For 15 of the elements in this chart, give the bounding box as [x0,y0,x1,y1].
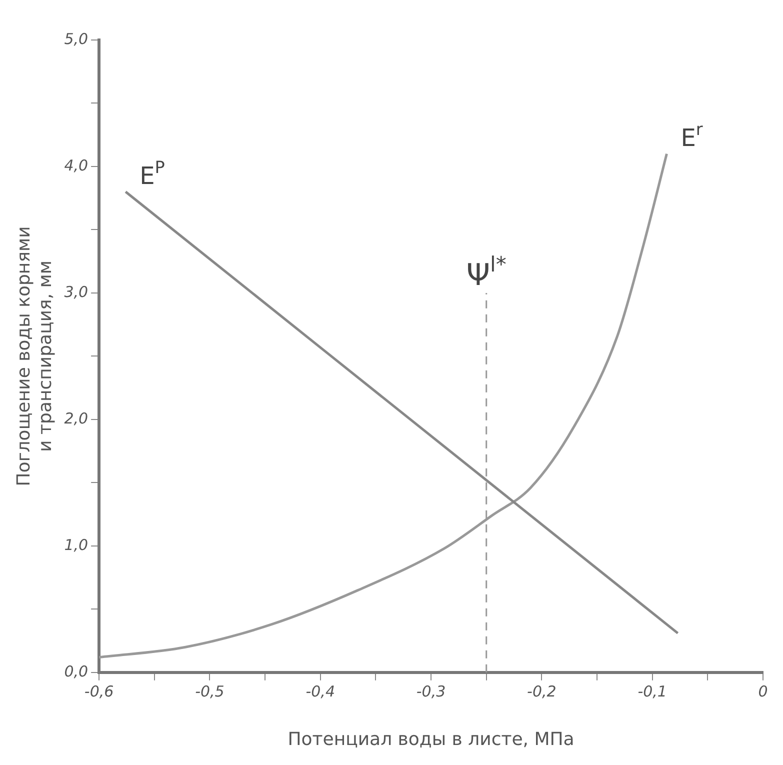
x-tick-label: -0,3 [416,682,446,700]
y-tick-label: 5,0 [64,30,88,48]
y-axis-title: Поглощение воды корнями и транспирация, мм [13,226,56,486]
y-tick-label: 4,0 [64,156,88,174]
x-tick-label: -0,1 [638,682,667,700]
y-tick-label: 1,0 [64,536,88,554]
x-tick-label: -0,4 [306,682,336,700]
y-tick-label: 3,0 [64,282,88,301]
x-tick-label: -0,2 [527,682,556,700]
x-tick-label: -0,5 [195,682,224,700]
y-tick-label: 0,0 [64,662,88,680]
x-axis-title: Потенциал воды в листе, МПа [288,728,574,750]
y-tick-label: 2,0 [64,409,88,428]
x-tick-label: 0 [758,682,768,700]
x-tick-label: -0,6 [84,682,114,700]
